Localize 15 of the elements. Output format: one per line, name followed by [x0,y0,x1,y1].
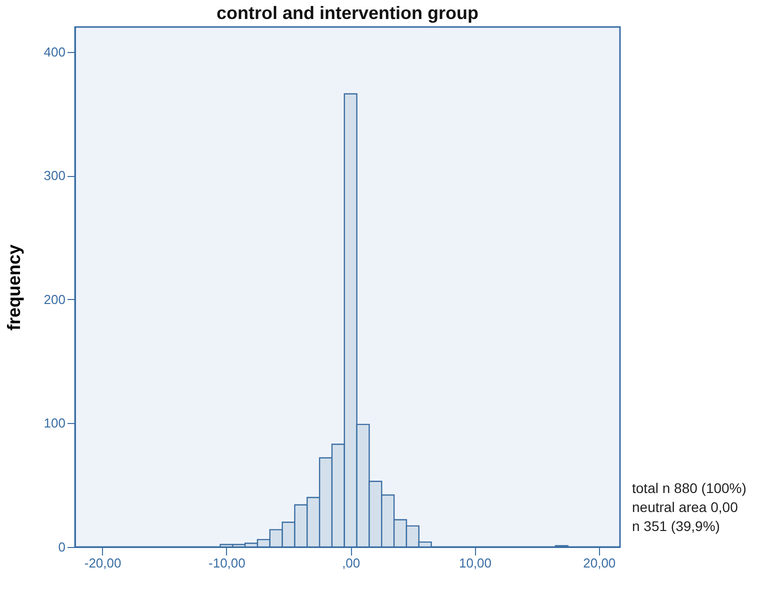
y-tick-label: 200 [44,292,66,307]
x-tick-label: -20,00 [84,556,122,570]
x-tick-label: 10,00 [458,556,492,570]
text: neutral area 0,00 [632,499,738,515]
y-tick-label: 100 [44,416,66,431]
text: total n 880 (100%) [632,480,746,496]
x-tick-label: ,00 [342,556,360,570]
y-tick-label: 400 [44,44,66,60]
text: n 351 (39,9%) [632,518,720,534]
x-tick-label: 20,00 [583,556,616,570]
y-axis-title: frequency [4,244,24,331]
chart-title: control and intervention group [216,3,478,23]
x-tick-label: -10,00 [208,556,246,570]
y-tick-label: 300 [44,168,66,184]
y-tick-label: 0 [58,540,66,554]
